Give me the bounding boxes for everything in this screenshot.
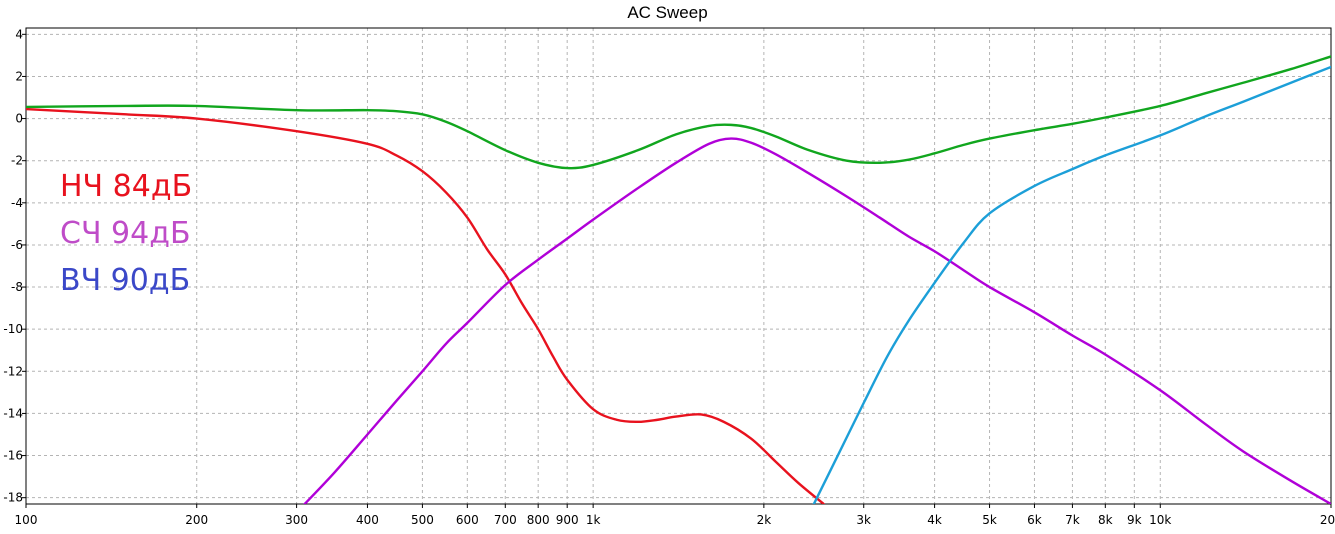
y-tick-label: 4: [15, 27, 23, 41]
x-tick-label: 5k: [982, 513, 997, 527]
y-tick-label: -16: [3, 449, 23, 463]
legend-entry-1: НЧ 84дБ: [60, 169, 192, 204]
x-tick-label: 4k: [927, 513, 942, 527]
y-tick-label: -14: [3, 406, 23, 420]
series-line-4: [26, 55, 1331, 170]
x-tick-label: 200: [185, 513, 208, 527]
x-tick-label: 800: [527, 513, 550, 527]
legend: НЧ 84дБ СЧ 94дБ ВЧ 90дБ: [60, 169, 192, 298]
series-line-2: [303, 137, 1331, 504]
legend-entry-2: СЧ 94дБ: [60, 216, 191, 251]
y-tick-label: -4: [11, 196, 23, 210]
x-tick-label: 2k: [757, 513, 772, 527]
y-tick-label: -10: [3, 322, 23, 336]
x-tick-label: 900: [556, 513, 579, 527]
series-line-1: [26, 107, 825, 504]
x-tick-label: 9k: [1127, 513, 1142, 527]
y-tick-label: 0: [15, 112, 23, 126]
x-tick-label: 10k: [1149, 513, 1171, 527]
x-tick-label: 700: [494, 513, 517, 527]
chart-title: AC Sweep: [627, 3, 708, 22]
legend-entry-3: ВЧ 90дБ: [60, 263, 190, 298]
y-tick-label: -8: [11, 280, 23, 294]
series-line-3: [812, 65, 1331, 504]
x-tick-label: 500: [411, 513, 434, 527]
x-tick-label: 20k: [1320, 513, 1335, 527]
grid: [26, 28, 1331, 504]
x-tick-label: 400: [356, 513, 379, 527]
y-tick-label: -12: [3, 364, 23, 378]
y-tick-label: -6: [11, 238, 23, 252]
y-tick-label: -2: [11, 154, 23, 168]
x-tick-label: 100: [15, 513, 38, 527]
x-tick-label: 7k: [1065, 513, 1080, 527]
y-tick-label: 2: [15, 69, 23, 83]
x-tick-label: 1k: [586, 513, 601, 527]
x-tick-label: 8k: [1098, 513, 1113, 527]
x-tick-label: 600: [456, 513, 479, 527]
axes: 100 200 300 400 500 600 700 800 900 1k 2k 3k 4k 5k 6k 7…: [3, 27, 1335, 527]
x-tick-label: 300: [285, 513, 308, 527]
x-tick-label: 3k: [856, 513, 871, 527]
series: [26, 55, 1331, 504]
x-tick-label: 6k: [1027, 513, 1042, 527]
plot-frame: [25, 27, 1332, 505]
y-tick-label: -18: [3, 491, 23, 505]
